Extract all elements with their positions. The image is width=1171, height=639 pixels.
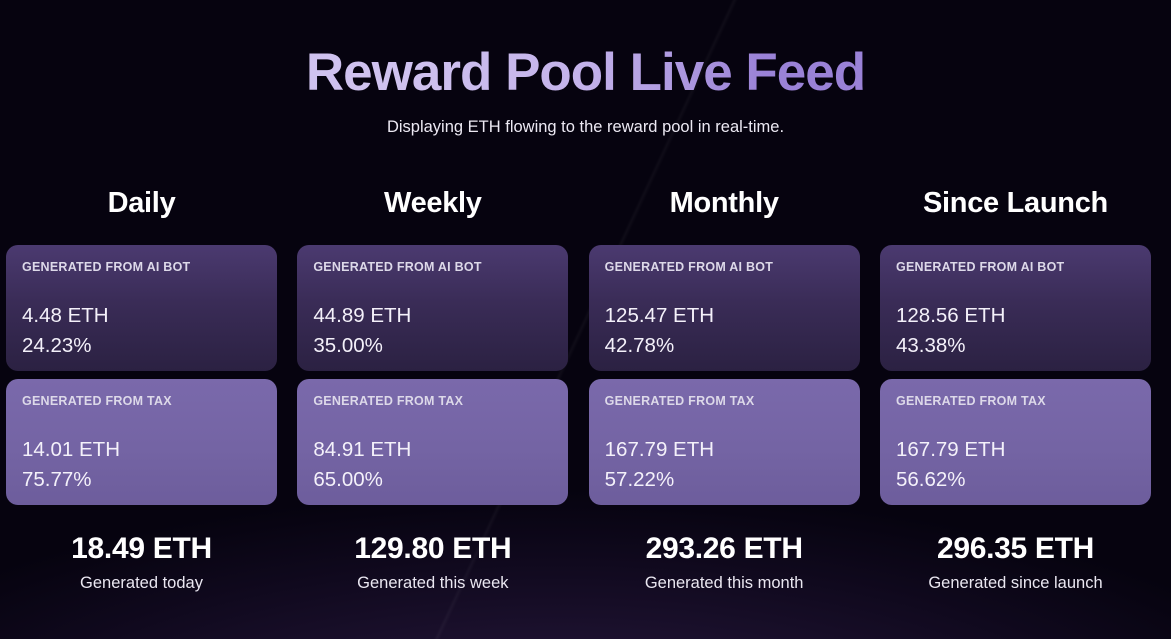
ai-bot-percent-value: 42.78% [604,334,675,358]
ai-bot-card-values: 44.89 ETH 35.00% [313,301,552,361]
column-heading-daily: Daily [107,187,176,220]
page-title: Reward Pool Live Feed [305,43,866,102]
total-eth-value: 293.26 ETH [645,532,803,566]
tax-percent-value: 75.77% [22,468,92,492]
ai-bot-eth-value: 4.48 ETH [22,304,109,328]
tax-card-label: GENERATED FROM TAX [22,394,172,409]
stats-grid: Daily GENERATED FROM AI BOT 4.48 ETH 24.… [0,187,1171,593]
column-monthly: Monthly GENERATED FROM AI BOT 125.47 ETH… [588,187,860,593]
ai-bot-percent-value: 43.38% [895,334,966,358]
ai-bot-eth-value: 125.47 ETH [604,304,715,328]
column-since-launch: Since Launch GENERATED FROM AI BOT 128.5… [879,187,1151,593]
tax-card-values: 84.91 ETH 65.00% [313,435,552,495]
tax-eth-value: 167.79 ETH [604,438,715,462]
tax-percent-value: 56.62% [895,468,966,492]
tax-card-values: 167.79 ETH 57.22% [605,435,844,495]
tax-card-values: 167.79 ETH 56.62% [896,435,1135,495]
total-eth-value: 129.80 ETH [354,532,512,566]
column-heading-since-launch: Since Launch [923,187,1108,220]
column-heading-monthly: Monthly [669,187,779,220]
total-since-launch: 296.35 ETH Generated since launch [880,532,1151,593]
tax-percent-value: 57.22% [604,468,675,492]
ai-bot-card-values: 4.48 ETH 24.23% [22,301,261,361]
tax-card-daily: GENERATED FROM TAX 14.01 ETH 75.77% [6,379,277,506]
tax-eth-value: 167.79 ETH [895,438,1006,462]
column-heading-weekly: Weekly [384,187,482,220]
total-weekly: 129.80 ETH Generated this week [297,532,568,593]
tax-card-label: GENERATED FROM TAX [895,394,1046,409]
tax-eth-value: 14.01 ETH [22,438,120,462]
tax-card-weekly: GENERATED FROM TAX 84.91 ETH 65.00% [297,379,569,506]
ai-bot-card-values: 128.56 ETH 43.38% [896,301,1135,361]
tax-card-label: GENERATED FROM TAX [313,394,464,409]
ai-bot-card-label: GENERATED FROM AI BOT [22,260,191,275]
total-label: Generated this week [357,574,509,593]
total-eth-value: 18.49 ETH [71,532,212,566]
column-weekly: Weekly GENERATED FROM AI BOT 44.89 ETH 3… [297,187,569,593]
ai-bot-card-label: GENERATED FROM AI BOT [895,260,1065,275]
total-monthly: 293.26 ETH Generated this month [589,532,860,593]
tax-eth-value: 84.91 ETH [313,438,412,462]
ai-bot-card-values: 125.47 ETH 42.78% [605,301,844,361]
total-daily: 18.49 ETH Generated today [6,532,277,593]
ai-bot-card-daily: GENERATED FROM AI BOT 4.48 ETH 24.23% [6,245,277,372]
tax-card-monthly: GENERATED FROM TAX 167.79 ETH 57.22% [588,379,860,506]
ai-bot-card-monthly: GENERATED FROM AI BOT 125.47 ETH 42.78% [588,245,860,372]
page-subtitle: Displaying ETH flowing to the reward poo… [386,118,785,137]
ai-bot-eth-value: 44.89 ETH [313,304,412,328]
column-daily: Daily GENERATED FROM AI BOT 4.48 ETH 24.… [6,187,277,593]
tax-percent-value: 65.00% [313,468,383,492]
ai-bot-card-label: GENERATED FROM AI BOT [313,260,482,275]
total-label: Generated today [80,574,203,593]
ai-bot-card-weekly: GENERATED FROM AI BOT 44.89 ETH 35.00% [297,245,569,372]
ai-bot-percent-value: 24.23% [22,334,92,358]
ai-bot-eth-value: 128.56 ETH [895,304,1006,328]
ai-bot-card-label: GENERATED FROM AI BOT [604,260,774,275]
tax-card-label: GENERATED FROM TAX [604,394,755,409]
ai-bot-percent-value: 35.00% [313,334,383,358]
tax-card-values: 14.01 ETH 75.77% [22,435,261,495]
ai-bot-card-since-launch: GENERATED FROM AI BOT 128.56 ETH 43.38% [879,245,1151,372]
total-label: Generated since launch [928,574,1103,593]
total-eth-value: 296.35 ETH [936,532,1095,566]
total-label: Generated this month [644,574,804,593]
tax-card-since-launch: GENERATED FROM TAX 167.79 ETH 56.62% [879,379,1151,506]
page-header: Reward Pool Live Feed Displaying ETH flo… [0,43,1171,137]
